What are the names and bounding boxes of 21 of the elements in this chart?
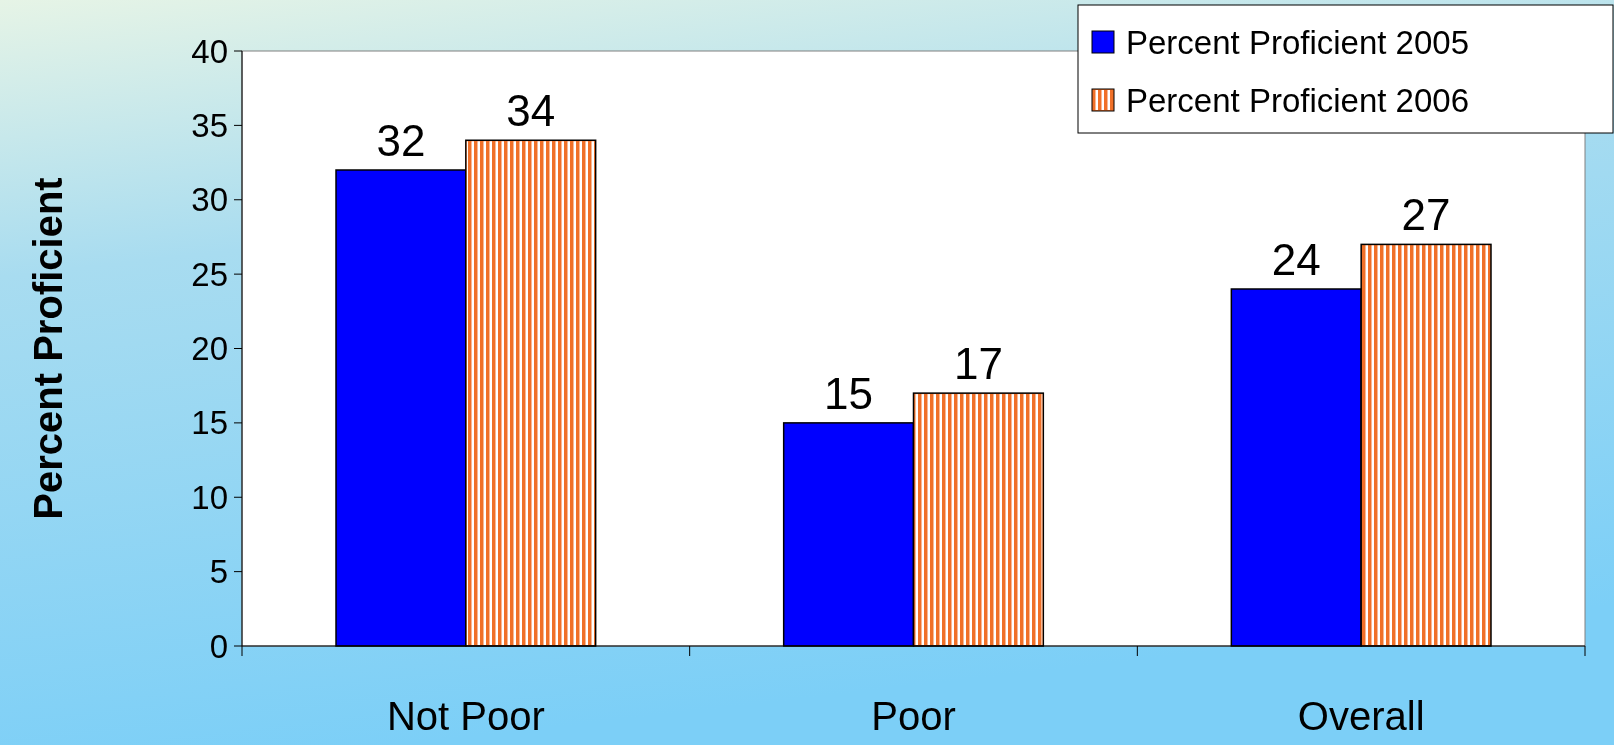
- x-tick-label: Poor: [871, 694, 956, 738]
- data-label: 34: [506, 86, 556, 136]
- y-tick-label: 15: [191, 404, 228, 442]
- legend-label: Percent Proficient 2005: [1126, 23, 1470, 61]
- data-label: 15: [824, 368, 874, 418]
- y-tick-label: 10: [191, 478, 228, 516]
- y-axis-title: Percent Proficient: [26, 177, 70, 520]
- data-label: 17: [953, 339, 1003, 389]
- y-tick-label: 5: [209, 553, 228, 591]
- y-tick-label: 0: [209, 627, 228, 665]
- x-tick-label: Not Poor: [386, 694, 545, 738]
- y-tick-label: 25: [191, 255, 228, 293]
- y-tick-label: 30: [191, 181, 228, 219]
- data-label: 27: [1401, 190, 1451, 240]
- y-tick-label: 20: [191, 330, 228, 368]
- legend-label: Percent Proficient 2006: [1126, 81, 1470, 119]
- y-tick-label: 35: [191, 106, 228, 144]
- data-label: 24: [1271, 235, 1321, 284]
- x-tick-label: Overall: [1297, 694, 1425, 738]
- data-label: 32: [376, 116, 426, 165]
- y-tick-label: 40: [191, 32, 228, 70]
